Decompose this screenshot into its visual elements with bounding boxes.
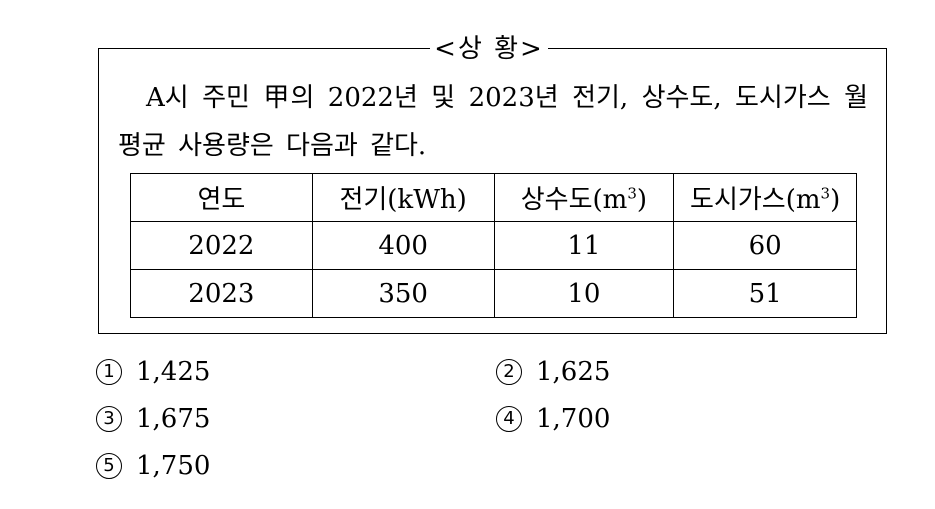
usage-table: 연도 전기(kWh) 상수도(m3) 도시가스(m3) 2022 400 11 … (130, 173, 857, 318)
cell-electricity: 350 (311, 269, 495, 318)
choice-marker: 5 (96, 453, 122, 479)
choice-value: 1,700 (536, 404, 611, 434)
situation-paragraph: A시 주민 甲의 2022년 및 2023년 전기, 상수도, 도시가스 월평균… (118, 83, 868, 161)
choice-marker: 3 (96, 406, 122, 432)
choice-value: 1,675 (136, 404, 211, 434)
header-gas-label: 도시가스(m (690, 185, 821, 215)
cell-gas: 51 (673, 269, 857, 318)
header-water-close: ) (636, 185, 648, 215)
header-gas: 도시가스(m3) (673, 173, 857, 222)
choice-5[interactable]: 5 1,750 (96, 450, 210, 482)
choice-marker: 1 (96, 359, 122, 385)
cell-year: 2022 (130, 221, 313, 270)
header-gas-exponent: 3 (820, 184, 831, 203)
choice-value: 1,625 (536, 357, 611, 387)
header-water-label: 상수도(m (520, 185, 628, 215)
table-row: 2022 400 11 60 (130, 221, 857, 270)
header-year: 연도 (130, 173, 313, 222)
situation-title: <상 황> (430, 34, 548, 64)
choice-1[interactable]: 1 1,425 (96, 356, 210, 388)
cell-water: 10 (493, 269, 675, 318)
choice-value: 1,750 (136, 451, 211, 481)
choice-2[interactable]: 2 1,625 (496, 356, 610, 388)
choice-marker: 2 (496, 359, 522, 385)
choice-value: 1,425 (136, 357, 211, 387)
header-water-exponent: 3 (627, 184, 637, 203)
cell-electricity: 400 (311, 221, 495, 270)
table-header-row: 연도 전기(kWh) 상수도(m3) 도시가스(m3) (130, 173, 857, 222)
header-electricity: 전기(kWh) (311, 173, 495, 222)
choice-marker: 4 (496, 406, 522, 432)
cell-water: 11 (493, 221, 675, 270)
header-water: 상수도(m3) (493, 173, 675, 222)
choice-3[interactable]: 3 1,675 (96, 403, 210, 435)
header-gas-close: ) (830, 185, 841, 215)
table-row: 2023 350 10 51 (130, 269, 857, 318)
cell-gas: 60 (673, 221, 857, 270)
cell-year: 2023 (130, 269, 313, 318)
choice-4[interactable]: 4 1,700 (496, 403, 610, 435)
